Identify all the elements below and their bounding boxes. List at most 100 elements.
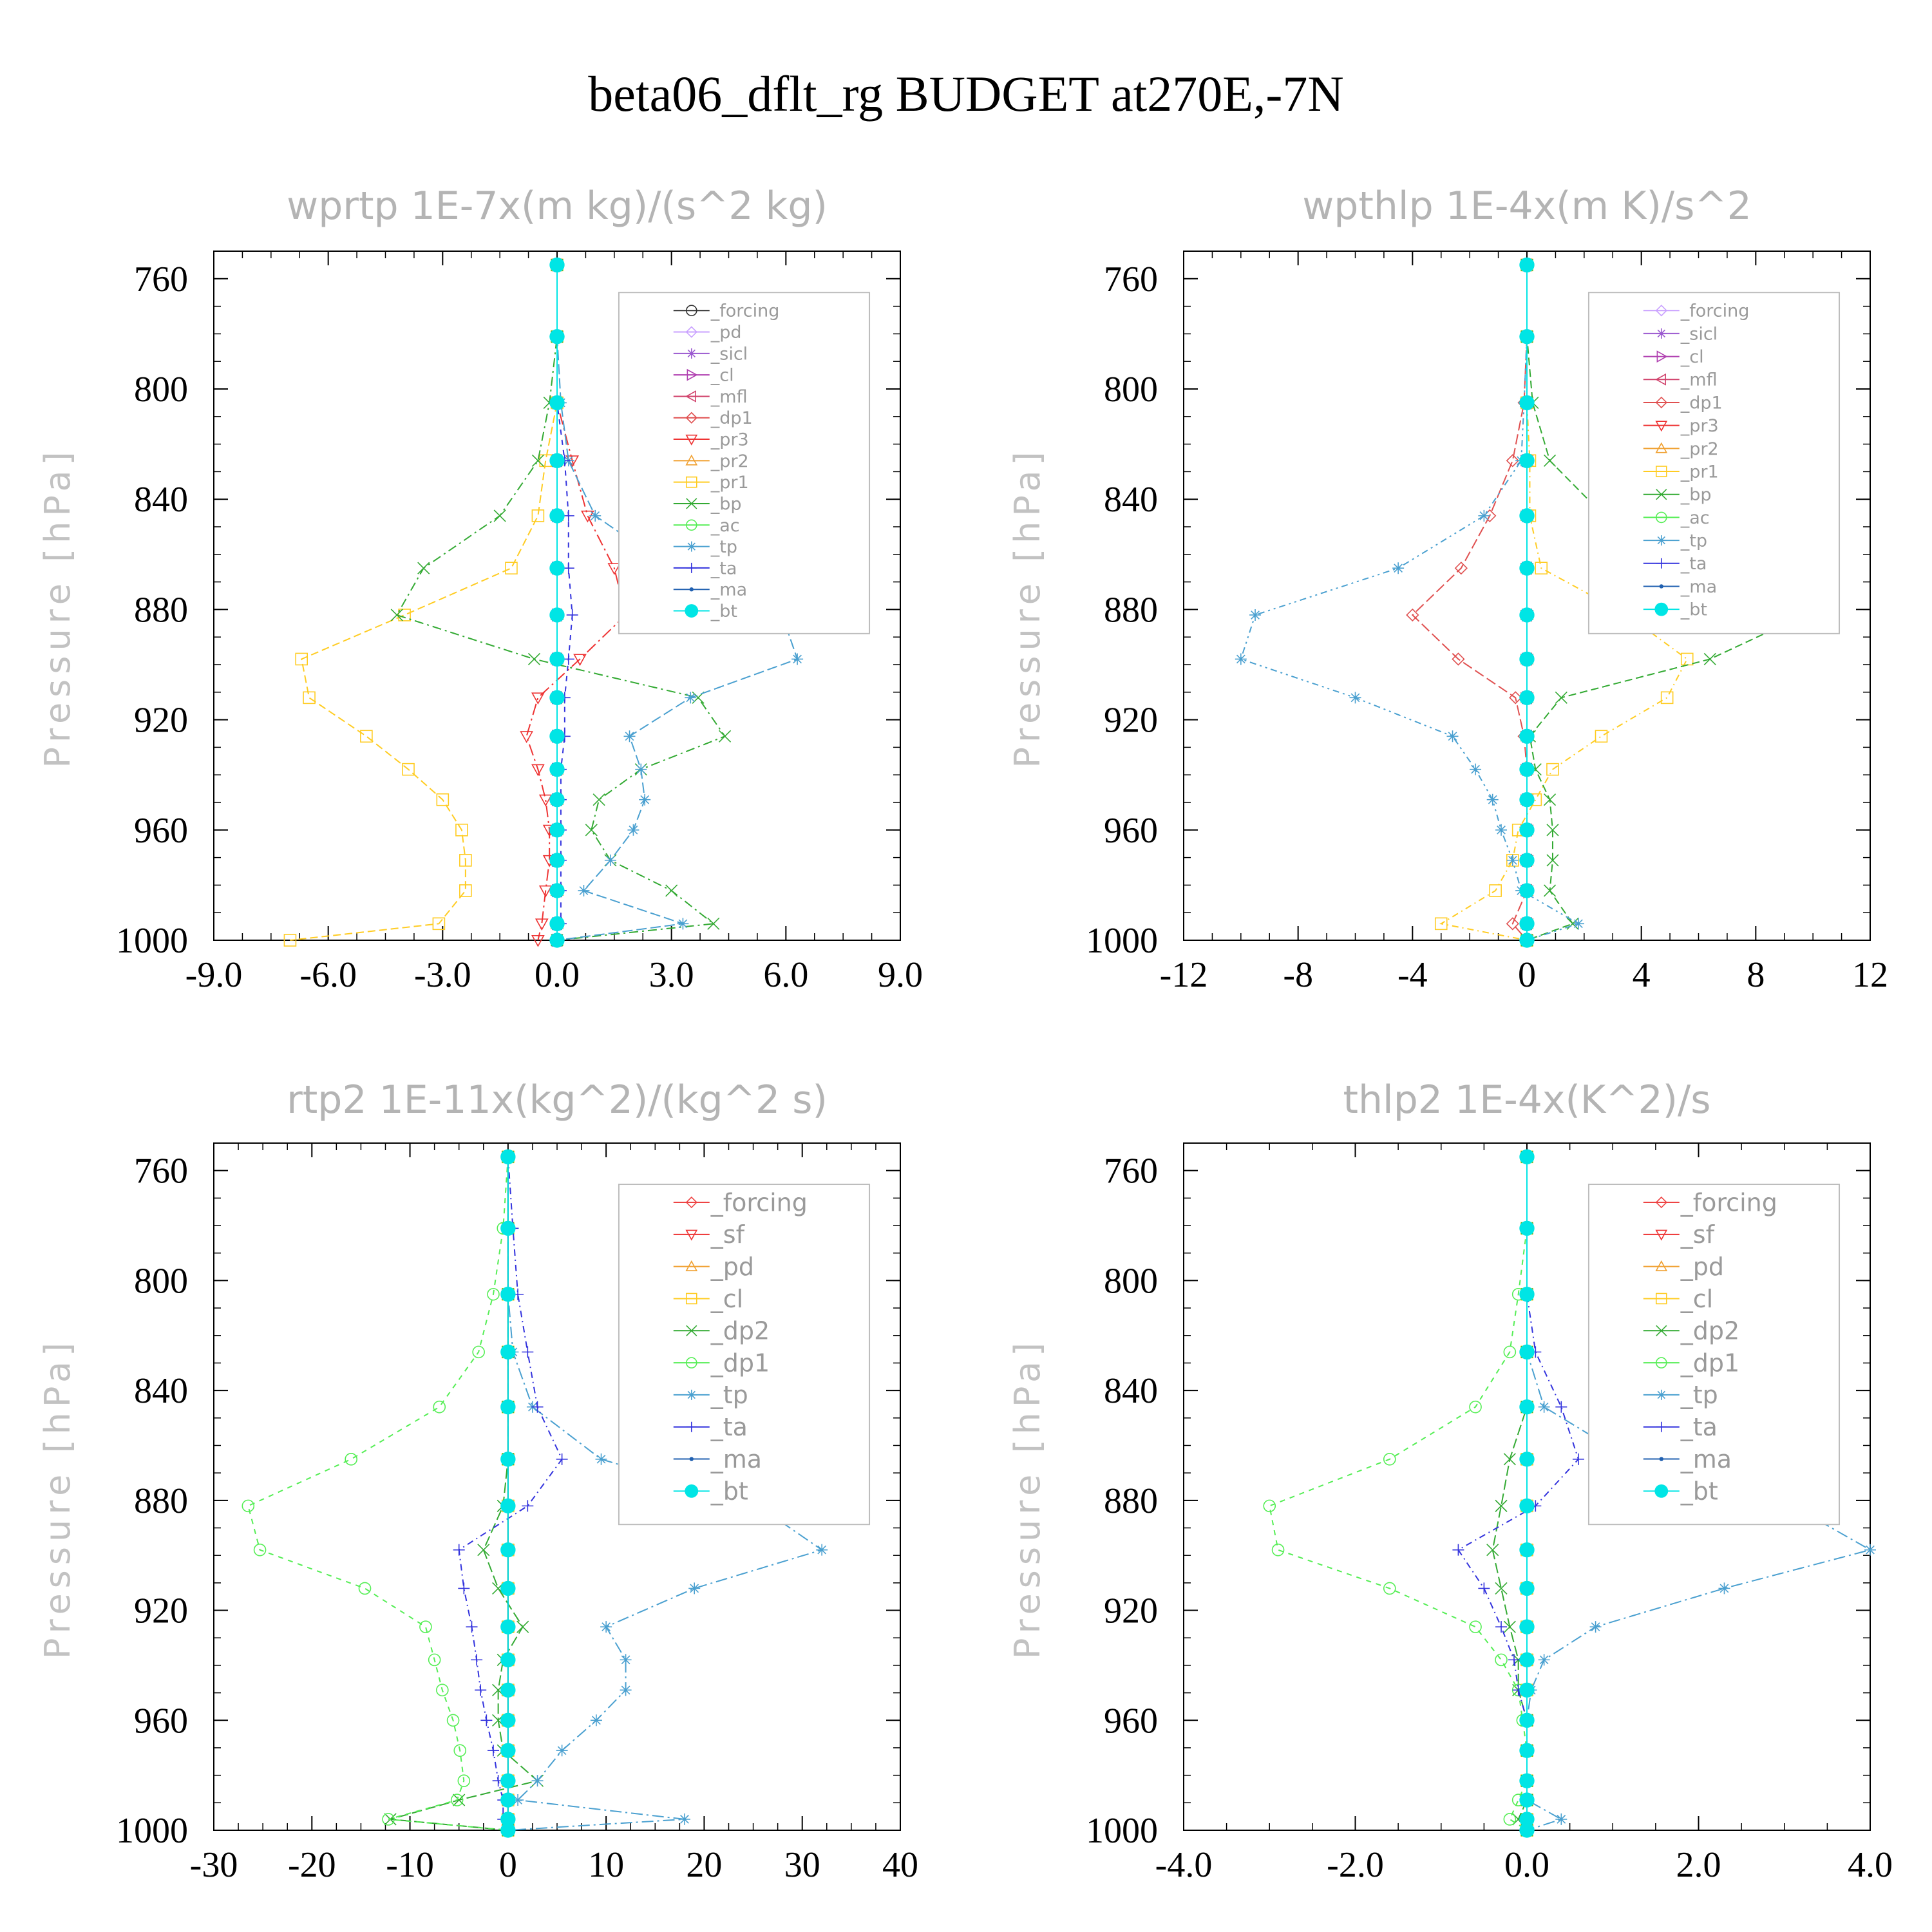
data-point [531,509,545,522]
data-point [345,1453,358,1466]
data-point [689,587,694,592]
legend-item: _ma [1643,577,1717,597]
chart-panel-3: rtp2 1E-11x(kg^2)/(kg^2 s) Pressure [hPa]… [37,1077,918,1885]
data-point [791,653,804,665]
legend-item: _pr1 [1643,462,1719,482]
data-point [1656,350,1668,363]
legend-label: _pr2 [1680,439,1719,459]
panel-title: rtp2 1E-11x(kg^2)/(kg^2 s) [287,1077,828,1122]
data-point [1495,1653,1508,1667]
x-tick-label: 2.0 [1676,1845,1721,1885]
data-point [685,476,697,488]
data-point [1519,1399,1535,1415]
legend-item: _dp1 [673,408,753,428]
data-point [458,1582,470,1595]
data-point [1595,730,1608,743]
data-point [549,607,565,623]
series-bt [549,257,565,948]
data-point [1478,1582,1490,1595]
legend-item: _dp1 [673,1349,770,1377]
data-point [688,1582,701,1595]
data-point [436,793,450,806]
data-point [1655,1196,1667,1209]
data-point [1519,395,1535,411]
legend-label: _bp [1680,485,1712,505]
data-point [1659,1457,1663,1461]
data-point [358,1582,372,1595]
legend-label: _bt [710,1477,748,1506]
legend-item: _ta [1643,554,1707,574]
data-point [417,562,430,574]
legend-item: _bt [1643,600,1707,620]
data-point [488,1745,500,1757]
legend-label: _tp [1680,531,1707,551]
data-point [1519,1682,1535,1698]
data-point [466,1621,478,1633]
data-point [1654,602,1669,616]
data-point [549,761,565,777]
legend-item: _sicl [673,344,748,364]
data-point [1519,883,1535,898]
data-point [446,1714,460,1727]
data-point [295,652,308,666]
data-point [1519,1580,1535,1596]
y-tick-label: 800 [134,1261,188,1301]
data-point [500,1399,516,1415]
panel-title: wpthlp 1E-4x(m K)/s^2 [1302,184,1752,229]
data-point [1503,1345,1517,1359]
data-point [686,1389,697,1400]
data-point [531,1401,544,1413]
x-tick-label: 3.0 [649,955,694,995]
y-tick-label: 880 [1104,1481,1158,1521]
data-point [1454,562,1468,575]
data-point [685,519,697,531]
legend-label: _mfl [710,387,748,407]
x-tick-label: -9.0 [185,955,243,995]
data-point [1543,454,1557,467]
data-point [707,917,720,930]
legend-item: _ta [673,558,737,578]
legend-label: _pr3 [710,430,749,450]
data-point [1655,511,1667,524]
legend-item: _pd [1643,1253,1724,1281]
legend-label: _pr3 [1680,416,1719,436]
legend-label: _dp2 [710,1317,770,1345]
data-point [283,934,297,947]
legend-label: _bt [710,601,737,621]
data-point [604,854,616,866]
data-point [1503,1453,1516,1466]
data-point [1718,1582,1730,1595]
y-tick-label: 920 [1104,1591,1158,1631]
legend-label: _mfl [1680,370,1718,390]
data-point [549,792,565,808]
legend-label: _forcing [710,301,780,321]
legend-item: _ma [673,580,747,600]
data-point [685,1293,697,1305]
data-point [1655,373,1666,386]
data-point [685,454,698,466]
data-point [1478,509,1490,522]
x-tick-label: 10 [588,1845,624,1885]
data-point [1572,918,1584,930]
data-point [685,305,697,317]
legend-label: _cl [1680,1285,1713,1313]
legend-label: _dp2 [1680,1317,1739,1345]
data-point [1519,1712,1535,1728]
x-tick-label: 0.0 [1504,1845,1549,1885]
data-point [1543,884,1557,897]
legend-item: _sicl [1643,324,1718,344]
legend: _forcing_pd_sicl_cl_mfl_dp1_pr3_pr2_pr1_… [618,292,871,634]
x-tick-label: 12 [1852,955,1888,995]
data-point [500,1812,516,1827]
data-point [1434,917,1448,931]
data-point [1508,1654,1520,1666]
data-point [1495,824,1508,836]
data-point [549,651,565,667]
legend-item: _pd [673,323,742,343]
data-point [1519,1149,1535,1165]
legend-item: _forcing [1643,301,1749,321]
x-tick-label: 9.0 [878,955,923,995]
data-point [685,390,696,402]
chart-panel-1: wprtp 1E-7x(m kg)/(s^2 kg) Pressure [hPa]… [37,184,923,995]
